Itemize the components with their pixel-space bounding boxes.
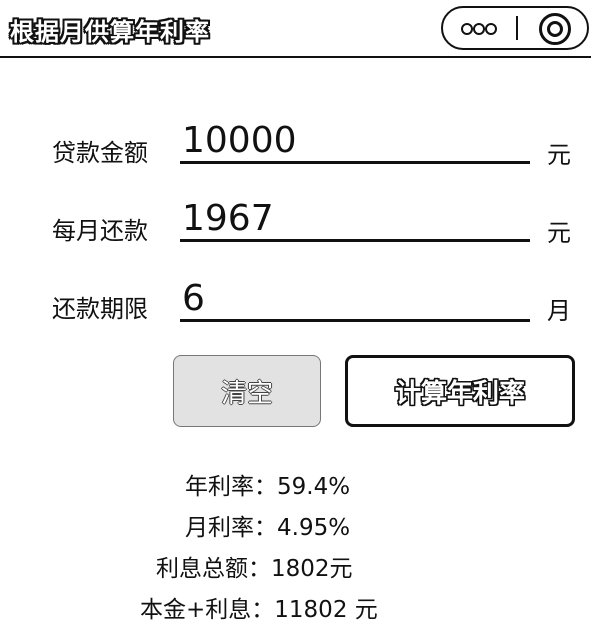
loan-amount-unit: 元	[547, 141, 571, 169]
monthly-rate-value: 4.95%	[277, 515, 351, 541]
annual-rate-value: 59.4%	[277, 474, 351, 500]
monthly-payment-input[interactable]	[180, 198, 530, 242]
title-bar: 根据月供算年利率	[0, 0, 591, 58]
term-input[interactable]	[180, 278, 530, 322]
monthly-payment-unit: 元	[547, 219, 571, 247]
monthly-payment-label: 每月还款	[52, 217, 148, 245]
target-close-icon[interactable]	[539, 13, 571, 45]
more-dots-icon[interactable]	[461, 20, 499, 38]
annual-rate-label: 年利率：	[185, 474, 277, 500]
page-title: 根据月供算年利率	[10, 18, 210, 46]
monthly-rate-label: 月利率：	[185, 515, 277, 541]
principal-plus-interest-result: 本金+利息：11802 元	[140, 590, 378, 624]
calculate-rate-button[interactable]: 计算年利率	[345, 355, 575, 427]
principal-plus-interest-value: 11802 元	[274, 597, 378, 623]
clear-button[interactable]: 清空	[173, 355, 321, 427]
mini-program-capsule	[441, 6, 589, 50]
total-interest-label: 利息总额：	[156, 556, 271, 582]
total-interest-value: 1802元	[271, 556, 353, 582]
principal-plus-interest-label: 本金+利息：	[140, 597, 275, 623]
term-label: 还款期限	[52, 295, 148, 323]
term-unit: 月	[547, 297, 571, 325]
capsule-divider	[516, 16, 518, 40]
loan-amount-label: 贷款金额	[52, 139, 148, 167]
monthly-rate-result: 月利率：4.95%	[185, 508, 350, 542]
total-interest-result: 利息总额：1802元	[156, 549, 353, 583]
loan-amount-input[interactable]	[180, 120, 530, 164]
annual-rate-result: 年利率：59.4%	[185, 467, 350, 501]
